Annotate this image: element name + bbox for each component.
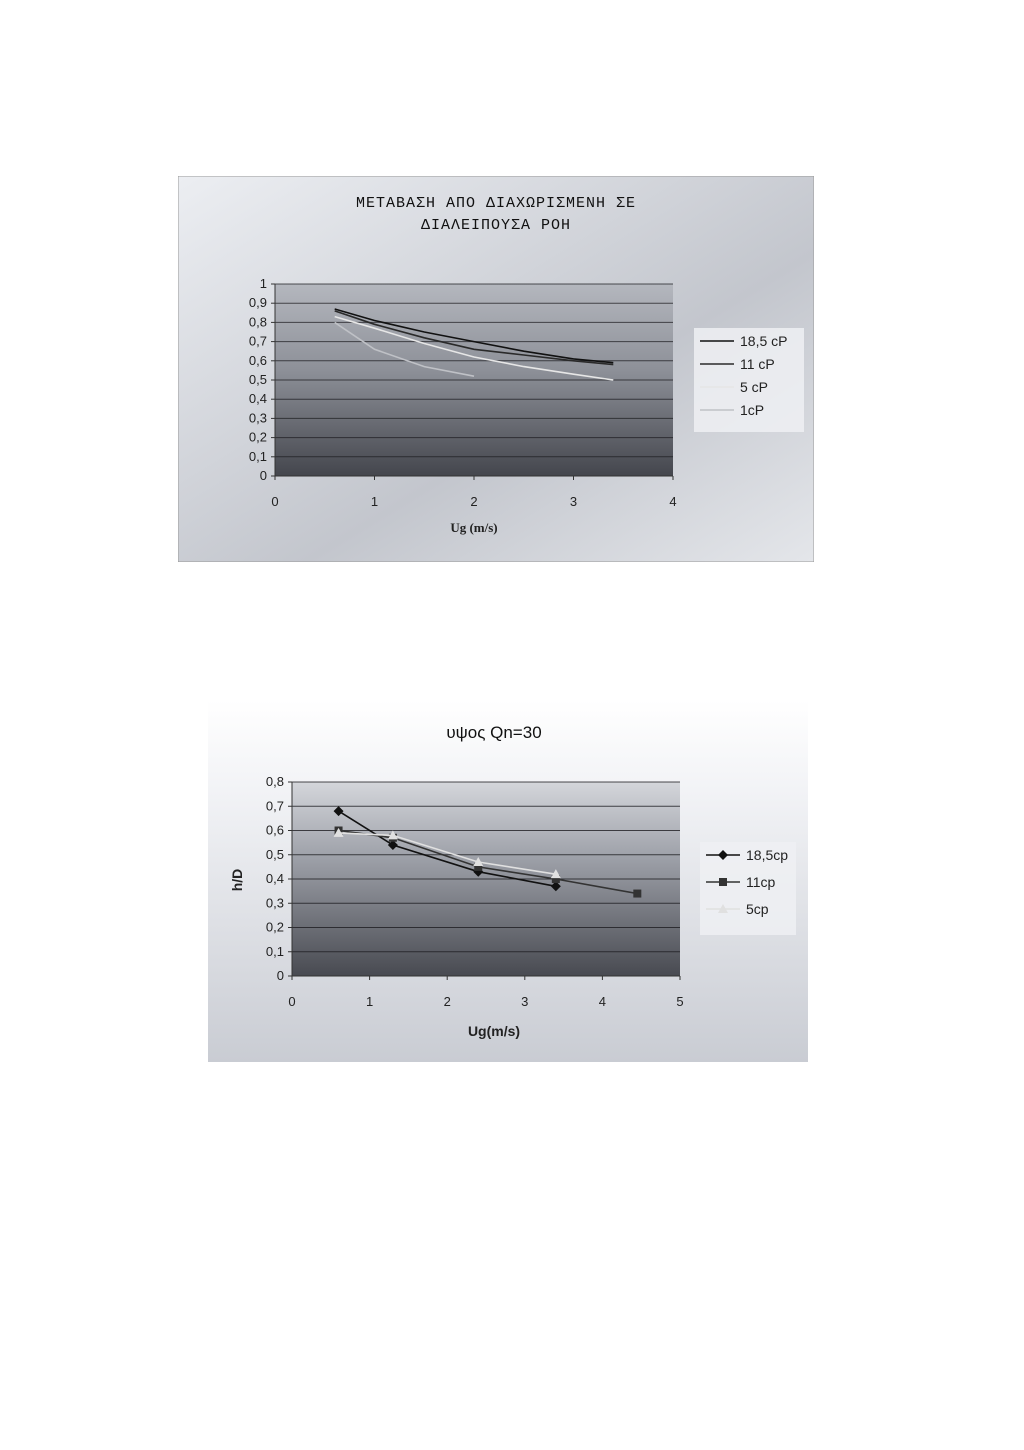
y-tick-label: 0,7 — [249, 334, 267, 349]
legend-label-4: 1cP — [740, 402, 764, 418]
y-tick-label: 0,5 — [266, 847, 284, 862]
x-tick-label: 2 — [470, 494, 477, 509]
chart-transition-x-axis-label: Ug (m/s) — [450, 520, 497, 535]
x-tick-label: 0 — [288, 994, 295, 1009]
y-tick-label: 0,4 — [266, 871, 284, 886]
legend-marker-3 — [718, 904, 728, 913]
y-tick-label: 0 — [260, 468, 267, 483]
y-tick-label: 0,5 — [249, 372, 267, 387]
series-1-point — [550, 881, 561, 892]
x-tick-label: 0 — [271, 494, 278, 509]
x-tick-label: 1 — [371, 494, 378, 509]
chart-transition-legend: 18,5 cP 11 cP 5 cP 1cP — [694, 328, 804, 432]
series-1-point — [473, 866, 484, 877]
chart-height-x-axis-label: Ug(m/s) — [468, 1023, 520, 1039]
series-line-1 — [338, 810, 556, 888]
series-line-3 — [338, 832, 556, 875]
x-tick-label: 3 — [521, 994, 528, 1009]
y-tick-label: 0,1 — [249, 449, 267, 464]
legend-label-2: 11 cP — [740, 356, 775, 372]
y-tick-label: 0,7 — [266, 798, 284, 813]
y-tick-label: 0,1 — [266, 944, 284, 959]
y-tick-label: 0,8 — [249, 314, 267, 329]
chart-height-x-ticks: 0 1 2 3 4 5 — [288, 975, 684, 1009]
chart-height-series — [333, 806, 642, 898]
chart-height-y-axis-label: h/D — [229, 869, 245, 892]
y-tick-label: 0,8 — [266, 774, 284, 789]
legend-label-1: 18,5 cP — [740, 333, 787, 349]
y-tick-label: 0,6 — [266, 823, 284, 838]
chart-transition-title-line1: ΜΕΤΑΒΑΣΗ ΑΠΟ ΔΙΑΧΩΡΙΣΜΕΝΗ ΣΕ — [356, 195, 636, 212]
series-line-3 — [334, 315, 614, 381]
series-3-point — [550, 869, 561, 879]
chart-transition-x-ticks: 0 1 2 3 4 — [271, 475, 677, 509]
chart-transition-title-line2: ΔΙΑΛΕΙΠΟΥΣΑ ΡΟΗ — [421, 217, 571, 234]
y-tick-label: 0,3 — [249, 410, 267, 425]
chart-transition-y-ticks: 0 0,1 0,2 0,3 0,4 0,5 0,6 0,7 0,8 0,9 1 — [249, 276, 276, 483]
chart-height-title: υψος Qn=30 — [446, 723, 541, 742]
x-tick-label: 4 — [599, 994, 606, 1009]
series-3-point — [473, 857, 484, 867]
legend-label-2: 11cp — [746, 874, 776, 890]
legend-marker-2 — [719, 878, 727, 886]
y-tick-label: 0,2 — [249, 430, 267, 445]
legend-marker-1 — [718, 850, 728, 860]
chart-height-y-ticks: 0 0,1 0,2 0,3 0,4 0,5 0,6 0,7 0,8 — [266, 774, 293, 983]
series-line-4 — [334, 321, 475, 377]
x-tick-label: 4 — [669, 494, 676, 509]
y-tick-label: 1 — [260, 276, 267, 291]
x-tick-label: 2 — [444, 994, 451, 1009]
chart-transition-series — [334, 308, 614, 381]
series-3-point — [333, 827, 344, 837]
series-line-1 — [334, 308, 614, 364]
y-tick-label: 0,6 — [249, 353, 267, 368]
chart-height: υψος Qn=30 0 0,1 0,2 0,3 0,4 0,5 0,6 0,7 0,8 0 1 2… — [208, 700, 808, 1062]
series-2-point — [633, 889, 642, 898]
chart-height-legend: 18,5cp 11cp 5cp — [700, 842, 796, 935]
chart-transition-svg: ΜΕΤΑΒΑΣΗ ΑΠΟ ΔΙΑΧΩΡΙΣΜΕΝΗ ΣΕ ΔΙΑΛΕΙΠΟΥΣΑ… — [178, 176, 814, 562]
series-1-point — [387, 840, 398, 851]
legend-label-3: 5 cP — [740, 379, 768, 395]
series-2-point — [474, 862, 483, 871]
x-tick-label: 5 — [676, 994, 683, 1009]
series-2-point — [551, 875, 560, 883]
y-tick-label: 0,9 — [249, 295, 267, 310]
series-3-point — [387, 830, 398, 840]
series-line-2 — [334, 310, 614, 366]
x-tick-label: 3 — [570, 494, 577, 509]
y-tick-label: 0 — [277, 968, 284, 983]
legend-label-1: 18,5cp — [746, 847, 788, 863]
legend-box — [694, 328, 804, 432]
chart-height-svg: υψος Qn=30 0 0,1 0,2 0,3 0,4 0,5 0,6 0,7 0,8 0 1 2… — [208, 700, 808, 1062]
series-1-point — [333, 806, 344, 817]
legend-label-3: 5cp — [746, 901, 769, 917]
y-tick-label: 0,3 — [266, 895, 284, 910]
x-tick-label: 1 — [366, 994, 373, 1009]
y-tick-label: 0,2 — [266, 920, 284, 935]
y-tick-label: 0,4 — [249, 391, 267, 406]
chart-transition: ΜΕΤΑΒΑΣΗ ΑΠΟ ΔΙΑΧΩΡΙΣΜΕΝΗ ΣΕ ΔΙΑΛΕΙΠΟΥΣΑ… — [178, 176, 814, 562]
legend-box — [700, 842, 796, 935]
